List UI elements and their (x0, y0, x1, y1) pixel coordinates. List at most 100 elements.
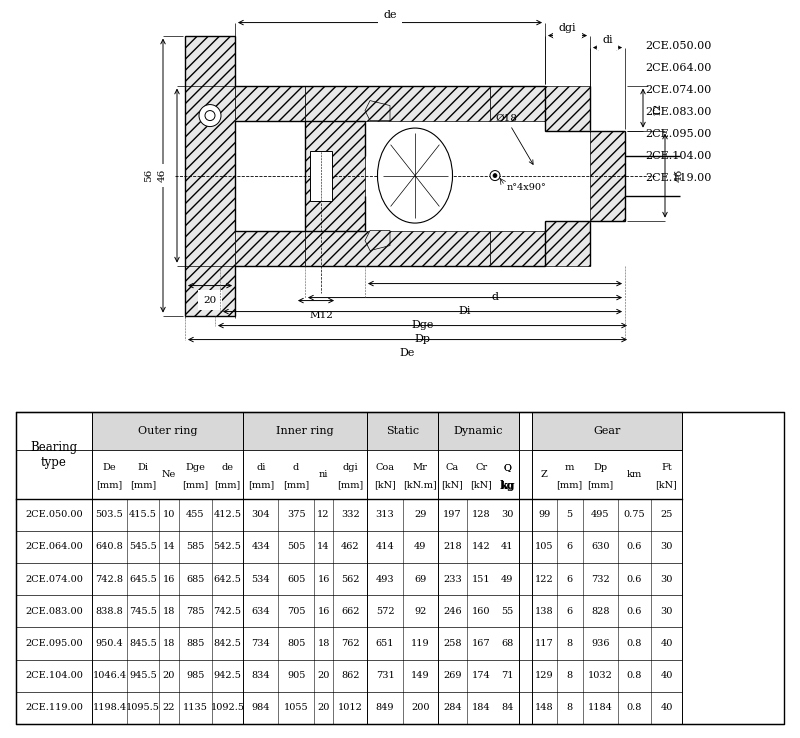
Bar (532, 412, 682, 450)
Text: 640.8: 640.8 (96, 542, 123, 551)
Text: 8: 8 (566, 671, 573, 680)
Text: 2CE.050.00: 2CE.050.00 (25, 510, 82, 519)
Text: 2CE.050.00: 2CE.050.00 (645, 41, 711, 51)
Text: 630: 630 (591, 542, 610, 551)
Text: Dynamic: Dynamic (454, 427, 503, 436)
Polygon shape (490, 86, 545, 120)
Text: [mm]: [mm] (130, 480, 156, 489)
Text: 634: 634 (251, 607, 270, 615)
Text: ni: ni (319, 470, 328, 479)
Text: 462: 462 (341, 542, 359, 551)
Text: 845.5: 845.5 (129, 639, 157, 648)
Polygon shape (305, 120, 365, 230)
Text: 92: 92 (414, 607, 426, 615)
Text: 2CE.074.00: 2CE.074.00 (25, 575, 83, 584)
Text: 585: 585 (186, 542, 205, 551)
Text: 151: 151 (472, 575, 491, 584)
Text: 734: 734 (251, 639, 270, 648)
Polygon shape (365, 100, 390, 120)
Text: 572: 572 (376, 607, 394, 615)
Text: [mm]: [mm] (182, 480, 209, 489)
Text: 20: 20 (203, 296, 217, 305)
Text: 40: 40 (660, 671, 673, 680)
Text: [kN]: [kN] (374, 480, 396, 489)
Text: [mm]: [mm] (557, 480, 583, 489)
Polygon shape (235, 230, 305, 266)
Text: 950.4: 950.4 (96, 639, 123, 648)
Text: 233: 233 (443, 575, 462, 584)
Bar (243, 412, 367, 450)
Text: [mm]: [mm] (97, 480, 122, 489)
Text: 1046.4: 1046.4 (93, 671, 126, 680)
Text: 10: 10 (162, 510, 175, 519)
Text: 20: 20 (318, 703, 330, 712)
Text: Coa: Coa (376, 463, 394, 472)
Text: 849: 849 (376, 703, 394, 712)
Text: n°4x90°: n°4x90° (507, 183, 546, 192)
Text: 218: 218 (443, 542, 462, 551)
Text: 119: 119 (411, 639, 430, 648)
Text: 16: 16 (318, 575, 330, 584)
Text: 0.6: 0.6 (626, 575, 642, 584)
Text: 605: 605 (287, 575, 306, 584)
Text: Cr: Cr (475, 463, 487, 472)
Text: Ne: Ne (162, 470, 176, 479)
Polygon shape (305, 230, 490, 266)
Text: 46: 46 (158, 169, 167, 182)
Text: 332: 332 (341, 510, 359, 519)
Text: Mr: Mr (413, 463, 428, 472)
Text: 742.5: 742.5 (214, 607, 242, 615)
Text: M12: M12 (309, 311, 333, 320)
Polygon shape (490, 221, 590, 266)
Text: 304: 304 (251, 510, 270, 519)
Text: 160: 160 (472, 607, 490, 615)
Text: 0.6: 0.6 (626, 607, 642, 615)
Bar (310, 151, 332, 201)
Text: Dge: Dge (411, 320, 434, 330)
Text: 16: 16 (318, 607, 330, 615)
Text: 731: 731 (376, 671, 394, 680)
Text: 534: 534 (251, 575, 270, 584)
Text: 29: 29 (414, 510, 426, 519)
Text: 200: 200 (411, 703, 430, 712)
Text: 30: 30 (660, 575, 673, 584)
Ellipse shape (378, 128, 453, 223)
Text: 128: 128 (472, 510, 491, 519)
Text: 84: 84 (502, 703, 514, 712)
Text: 651: 651 (376, 639, 394, 648)
Text: 56: 56 (144, 169, 153, 182)
Text: 762: 762 (341, 639, 359, 648)
Text: 2CE.064.00: 2CE.064.00 (25, 542, 82, 551)
Bar (92, 412, 243, 450)
Text: Gear: Gear (594, 427, 621, 436)
Text: Ft: Ft (661, 463, 672, 472)
Text: 745.5: 745.5 (129, 607, 157, 615)
Text: 258: 258 (443, 639, 462, 648)
Text: 284: 284 (443, 703, 462, 712)
Text: 129: 129 (535, 671, 554, 680)
Text: 149: 149 (411, 671, 430, 680)
Text: 705: 705 (287, 607, 306, 615)
Text: 22: 22 (162, 703, 175, 712)
Text: 18: 18 (162, 639, 175, 648)
Text: 49: 49 (414, 542, 426, 551)
Text: 46: 46 (675, 169, 684, 182)
Text: 246: 246 (443, 607, 462, 615)
Text: [mm]: [mm] (214, 480, 241, 489)
Text: 862: 862 (341, 671, 359, 680)
Text: de: de (222, 463, 234, 472)
Text: kg: kg (499, 480, 515, 491)
Text: 375: 375 (287, 510, 306, 519)
Text: 6: 6 (566, 607, 573, 615)
Text: 138: 138 (535, 607, 554, 615)
Text: 117: 117 (535, 639, 554, 648)
Text: Q: Q (503, 463, 511, 472)
Text: 945.5: 945.5 (129, 671, 157, 680)
Text: 55: 55 (502, 607, 514, 615)
Text: [mm]: [mm] (587, 480, 614, 489)
Text: 545.5: 545.5 (129, 542, 157, 551)
Text: 2CE.104.00: 2CE.104.00 (645, 151, 711, 161)
Text: [kN]: [kN] (656, 480, 678, 489)
Bar (438, 450, 519, 499)
Text: 105: 105 (535, 542, 554, 551)
